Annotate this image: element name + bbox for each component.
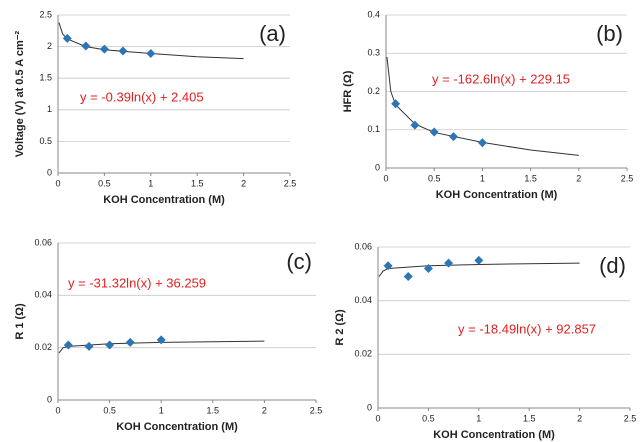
x-tick-label: 2 xyxy=(577,413,582,423)
data-point xyxy=(118,46,128,56)
y-tick-label: 1.5 xyxy=(39,73,52,83)
y-tick-label: 0.04 xyxy=(354,295,372,305)
x-axis-title: KOH Concentration (M) xyxy=(103,194,225,206)
y-tick-label: 0.5 xyxy=(39,136,52,146)
x-tick-label: 0.5 xyxy=(98,178,111,188)
panel-label: (b) xyxy=(596,21,623,46)
data-point xyxy=(410,120,420,130)
x-tick-label: 2 xyxy=(241,178,246,188)
y-tick-label: 1 xyxy=(47,104,52,114)
x-tick-label: 2.5 xyxy=(310,405,323,415)
equation: y = -162.6ln(x) + 229.15 xyxy=(432,71,570,86)
y-tick-label: 0 xyxy=(367,402,372,412)
x-tick-label: 1.5 xyxy=(523,413,536,423)
data-point xyxy=(99,44,109,54)
trendline xyxy=(378,262,580,277)
x-tick-label: 0 xyxy=(375,413,380,423)
data-point xyxy=(403,272,413,282)
y-tick-label: 2.5 xyxy=(39,9,52,19)
x-tick-label: 1 xyxy=(159,405,164,415)
y-tick-label: 0 xyxy=(47,167,52,177)
x-tick-label: 2 xyxy=(576,173,581,183)
x-tick-label: 1.5 xyxy=(191,178,204,188)
data-point xyxy=(81,41,91,51)
y-tick-label: 0.1 xyxy=(367,124,380,134)
x-tick-label: 2.5 xyxy=(624,413,637,423)
panel-chart: 0 0.5 1 1.5 2 2.5 0 0.5 1 1.5 2 2.5 KOH Concentratio… xyxy=(14,9,296,206)
x-tick-label: 1 xyxy=(480,173,485,183)
data-point xyxy=(62,33,72,43)
y-axis-title: R 2 (Ω) xyxy=(334,309,346,346)
x-tick-label: 0.5 xyxy=(422,413,435,423)
x-axis-title: KOH Concentration (M) xyxy=(433,429,555,441)
y-axis-title: HFR (Ω) xyxy=(342,70,354,112)
y-tick-label: 0.2 xyxy=(367,86,380,96)
y-tick-label: 0 xyxy=(375,162,380,172)
y-tick-label: 0.02 xyxy=(34,342,52,352)
y-tick-label: 0.06 xyxy=(34,237,52,247)
panel-label: (d) xyxy=(599,253,626,278)
x-axis-title: KOH Concentration (M) xyxy=(116,421,238,433)
y-tick-label: 0.3 xyxy=(367,48,380,58)
data-point xyxy=(423,263,433,273)
data-point xyxy=(146,49,156,59)
panel-chart: 0 0.02 0.04 0.06 0 0.5 1 1.5 2 2.5 KOH Concentrati… xyxy=(14,237,322,433)
x-tick-label: 1.5 xyxy=(524,173,537,183)
x-tick-label: 0 xyxy=(55,178,60,188)
x-tick-label: 0 xyxy=(383,173,388,183)
y-tick-label: 2 xyxy=(47,41,52,51)
x-tick-label: 2 xyxy=(262,405,267,415)
panel-chart: 0 0.1 0.2 0.3 0.4 0 0.5 1 1.5 2 2.5 KOH Concentrati… xyxy=(342,9,633,201)
data-point xyxy=(383,261,393,271)
data-point xyxy=(156,335,166,345)
x-tick-label: 2.5 xyxy=(621,173,634,183)
data-point xyxy=(63,340,73,350)
data-point xyxy=(429,127,439,137)
x-tick-label: 1.5 xyxy=(207,405,220,415)
equation: y = -18.49ln(x) + 92.857 xyxy=(458,321,596,336)
data-point xyxy=(125,337,135,347)
y-axis-title: R 1 (Ω) xyxy=(14,303,26,340)
x-tick-label: 0.5 xyxy=(428,173,441,183)
x-axis-title: KOH Concentration (M) xyxy=(436,189,558,201)
data-point xyxy=(474,255,484,265)
x-tick-label: 1 xyxy=(148,178,153,188)
x-tick-label: 1 xyxy=(476,413,481,423)
x-tick-label: 2.5 xyxy=(284,178,297,188)
data-point xyxy=(444,258,454,268)
x-tick-label: 0.5 xyxy=(103,405,116,415)
panel-chart: 0 0.02 0.04 0.06 0 0.5 1 1.5 2 2.5 KOH Concentrati… xyxy=(334,241,636,441)
x-tick-label: 0 xyxy=(55,405,60,415)
y-tick-label: 0 xyxy=(47,394,52,404)
y-tick-label: 0.02 xyxy=(354,349,372,359)
panel-label: (a) xyxy=(259,21,286,46)
trendline xyxy=(58,22,244,60)
equation: y = -0.39ln(x) + 2.405 xyxy=(80,89,204,104)
trendline xyxy=(386,57,579,156)
equation: y = -31.32ln(x) + 36.259 xyxy=(68,275,206,290)
data-point xyxy=(448,132,458,142)
data-point xyxy=(84,341,94,351)
data-point xyxy=(477,138,487,148)
data-point xyxy=(105,340,115,350)
y-tick-label: 0.4 xyxy=(367,9,380,19)
panel-label: (c) xyxy=(286,249,312,274)
data-point xyxy=(391,99,401,109)
y-axis-title: Voltage (V) at 0.5 A cm⁻² xyxy=(14,30,26,157)
y-tick-label: 0.04 xyxy=(34,290,52,300)
y-tick-label: 0.06 xyxy=(354,241,372,251)
